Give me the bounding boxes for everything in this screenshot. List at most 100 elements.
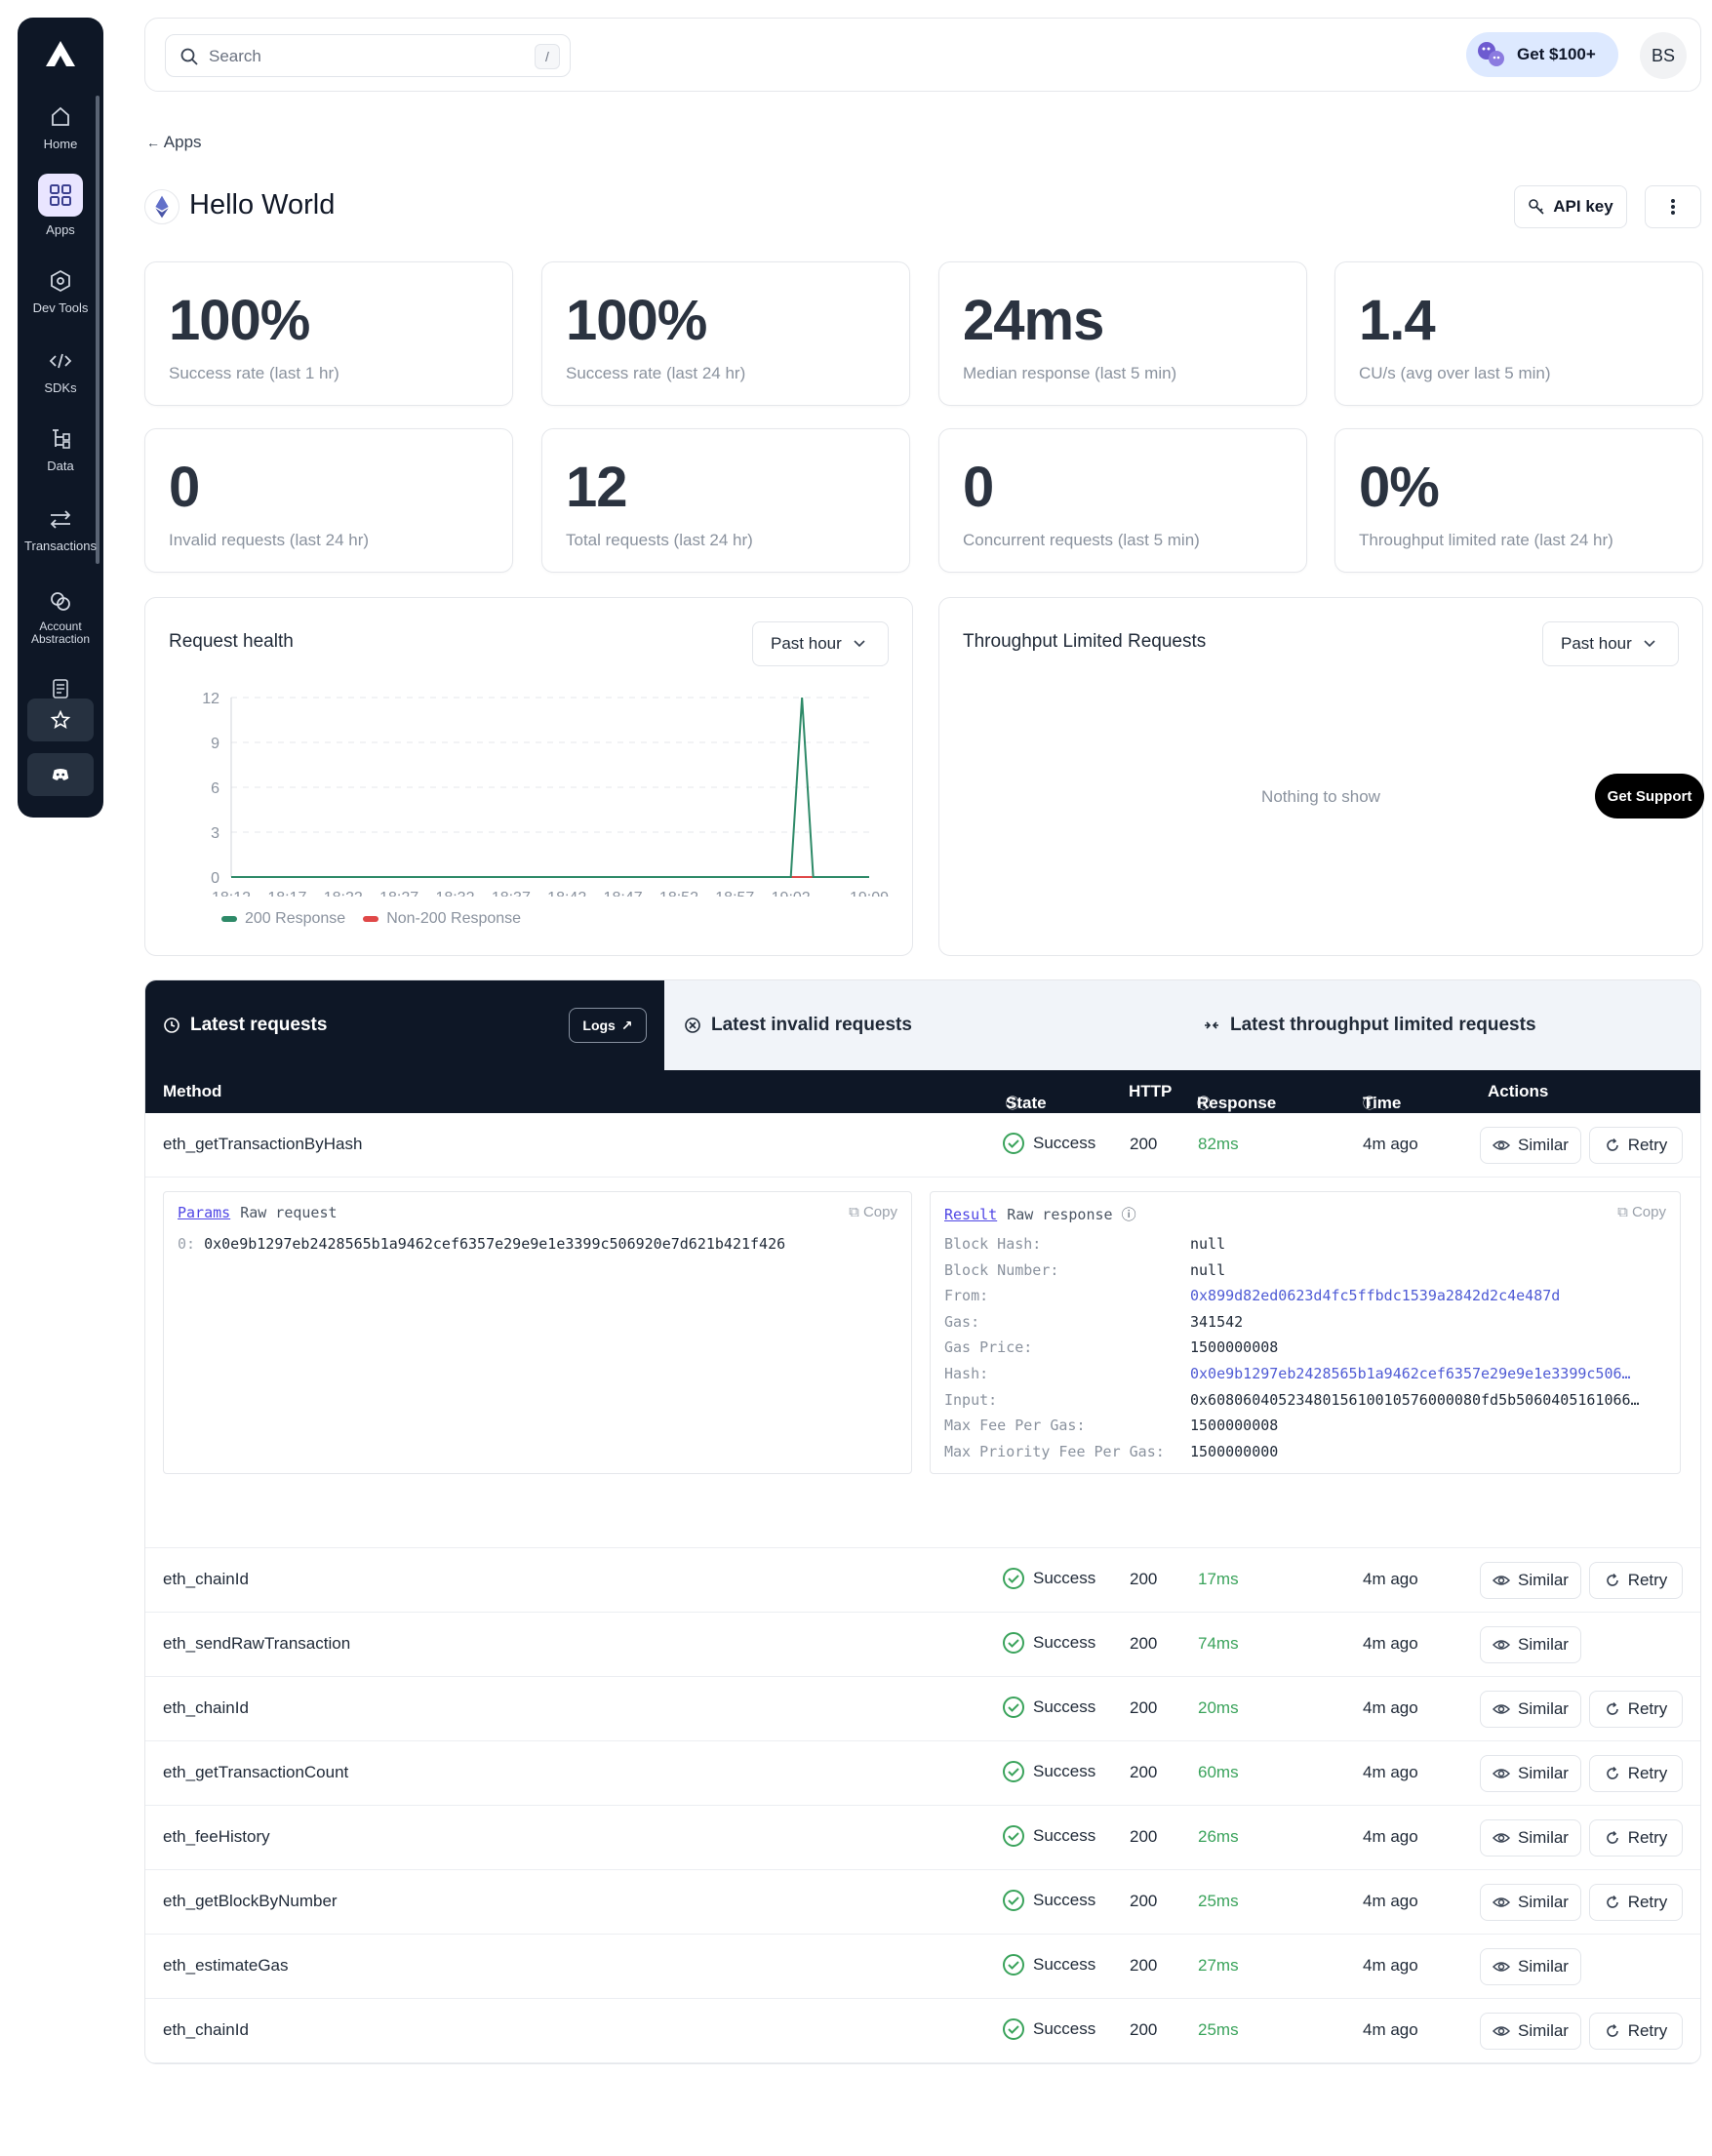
retry-button[interactable]: Retry	[1589, 2013, 1683, 2050]
help-icon[interactable]: ⓘ	[1197, 1096, 1211, 1111]
similar-button[interactable]: Similar	[1480, 1127, 1581, 1164]
retry-button[interactable]: Retry	[1589, 1819, 1683, 1857]
table-row[interactable]: eth_feeHistory Success 200 26ms 4m ago Simila…	[145, 1806, 1700, 1870]
copy-button[interactable]: ⧉ Copy	[849, 1204, 897, 1220]
method-cell: eth_getTransactionCount	[163, 1763, 349, 1781]
copy-label: Copy	[862, 1204, 897, 1220]
similar-label: Similar	[1518, 1136, 1569, 1154]
sidebar-item-account-abstraction[interactable]: Account Abstraction	[18, 587, 103, 646]
sidebar-item-sdks[interactable]: SDKs	[18, 347, 103, 395]
time-range-select[interactable]: Past hour	[1542, 621, 1679, 666]
state-cell: Success	[1002, 1760, 1095, 1783]
help-icon[interactable]: ⓘ	[1006, 1096, 1019, 1111]
stat-value: 0	[963, 456, 994, 519]
favorites-button[interactable]	[27, 699, 94, 741]
stat-label: Median response (last 5 min)	[963, 364, 1177, 382]
result-field: Hash: 0x0e9b1297eb2428565b1a9462cef6357e2…	[944, 1365, 1631, 1382]
similar-label: Similar	[1518, 2021, 1569, 2040]
y-tick-label: 0	[211, 870, 219, 887]
table-row[interactable]: eth_chainId Success 200 20ms 4m ago Similar Re…	[145, 1677, 1700, 1741]
param-value: 0x0e9b1297eb2428565b1a9462cef6357e29e9e1…	[204, 1235, 786, 1253]
similar-button[interactable]: Similar	[1480, 1691, 1581, 1728]
logs-button[interactable]: Logs ↗	[569, 1008, 647, 1043]
stat-card: 0% Throughput limited rate (last 24 hr)	[1334, 428, 1703, 573]
api-key-button[interactable]: API key	[1514, 185, 1627, 228]
discord-button[interactable]	[27, 753, 94, 796]
help-icon[interactable]: ⓘ	[1363, 1096, 1376, 1111]
similar-button[interactable]: Similar	[1480, 2013, 1581, 2050]
more-options-button[interactable]	[1645, 185, 1701, 228]
state-label: Success	[1033, 1762, 1096, 1780]
time-sent-cell: 4m ago	[1363, 2020, 1418, 2039]
sidebar-item-label: Apps	[46, 222, 75, 237]
retry-button[interactable]: Retry	[1589, 1127, 1683, 1164]
result-key: Block Number:	[944, 1260, 1059, 1279]
help-icon[interactable]: ⓘ	[1121, 1207, 1136, 1223]
http-cell: 200	[1130, 1763, 1158, 1781]
table-row[interactable]: eth_getBlockByNumber Success 200 25ms 4m ago…	[145, 1870, 1700, 1935]
logo-icon[interactable]	[43, 37, 78, 72]
result-value[interactable]: 0x0e9b1297eb2428565b1a9462cef6357e29e9e1…	[1190, 1365, 1631, 1382]
retry-button[interactable]: Retry	[1589, 1884, 1683, 1921]
similar-button[interactable]: Similar	[1480, 1755, 1581, 1792]
col-label: Time sent	[1363, 1094, 1402, 1132]
table-row[interactable]: eth_getTransactionByHash Success 200 82ms 4m…	[145, 1113, 1700, 1178]
similar-button[interactable]: Similar	[1480, 1884, 1581, 1921]
get-support-button[interactable]: Get Support	[1595, 774, 1704, 818]
copy-button[interactable]: ⧉ Copy	[1617, 1204, 1666, 1220]
table-row[interactable]: eth_sendRawTransaction Success 200 74ms 4m a…	[145, 1613, 1700, 1677]
table-row[interactable]: eth_getTransactionCount Success 200 60ms 4m …	[145, 1741, 1700, 1806]
back-link[interactable]: ← Apps	[146, 133, 202, 152]
get-credits-button[interactable]: Get $100+	[1466, 32, 1618, 77]
page-header: Hello World API key	[144, 185, 1701, 234]
tab-latest-requests[interactable]: Latest requests Logs ↗	[145, 980, 664, 1070]
tab-invalid-requests[interactable]: Latest invalid requests	[664, 980, 1183, 1070]
stat-label: Concurrent requests (last 5 min)	[963, 531, 1200, 549]
tab-raw-request[interactable]: Raw request	[240, 1204, 338, 1221]
result-field: Input: 0x6080604052348015610010576000080f…	[944, 1391, 1640, 1409]
document-icon[interactable]	[47, 675, 74, 702]
time-range-value: Past hour	[1561, 634, 1632, 653]
refresh-icon	[1606, 1701, 1618, 1715]
similar-button[interactable]: Similar	[1480, 1948, 1581, 1985]
sidebar-item-apps[interactable]: Apps	[18, 174, 103, 237]
tab-raw-response[interactable]: Raw response	[1007, 1206, 1113, 1223]
result-key: Hash:	[944, 1365, 989, 1382]
table-row[interactable]: eth_estimateGas Success 200 27ms 4m ago Simil…	[145, 1935, 1700, 1999]
retry-button[interactable]: Retry	[1589, 1562, 1683, 1599]
similar-button[interactable]: Similar	[1480, 1819, 1581, 1857]
sidebar-item-home[interactable]: Home	[18, 103, 103, 151]
retry-button[interactable]: Retry	[1589, 1691, 1683, 1728]
table-row[interactable]: eth_chainId Success 200 25ms 4m ago Similar Re…	[145, 1999, 1700, 2063]
result-key: Max Fee Per Gas:	[944, 1417, 1086, 1435]
x-tick-label: 18:12	[212, 890, 251, 897]
sidebar-scrollbar[interactable]	[96, 96, 100, 564]
response-time-cell: 25ms	[1198, 2020, 1239, 2039]
sidebar-item-dev-tools[interactable]: Dev Tools	[18, 267, 103, 315]
sidebar-item-data[interactable]: Data	[18, 425, 103, 473]
star-icon	[50, 709, 71, 730]
table-row[interactable]: eth_blockNumberSuccess20025ms4m agoSimil…	[145, 2063, 1701, 2064]
http-cell: 200	[1130, 1956, 1158, 1975]
check-circle-icon	[1003, 1890, 1024, 1911]
similar-button[interactable]: Similar	[1480, 1562, 1581, 1599]
tab-result[interactable]: Result	[944, 1206, 998, 1223]
time-range-select[interactable]: Past hour	[752, 621, 889, 666]
sidebar-item-transactions[interactable]: Transactions	[18, 505, 103, 553]
kebab-icon	[1671, 199, 1675, 215]
tab-throughput-limited[interactable]: Latest throughput limited requests	[1183, 980, 1700, 1070]
tab-params[interactable]: Params	[178, 1204, 231, 1221]
similar-button[interactable]: Similar	[1480, 1626, 1581, 1663]
search-input[interactable]: Search /	[165, 34, 571, 77]
retry-button[interactable]: Retry	[1589, 1755, 1683, 1792]
state-label: Success	[1033, 1826, 1096, 1845]
refresh-icon	[1606, 1895, 1618, 1908]
table-row[interactable]: eth_chainId Success 200 17ms 4m ago Similar Re…	[145, 1548, 1700, 1613]
search-icon	[180, 48, 198, 65]
result-value[interactable]: 0x899d82ed0623d4fc5ffbdc1539a2842d2c4e48…	[1190, 1287, 1561, 1305]
avatar[interactable]: BS	[1640, 32, 1687, 79]
stat-value: 0%	[1359, 456, 1440, 519]
arrow-left-icon: ←	[146, 135, 160, 150]
retry-label: Retry	[1627, 1571, 1668, 1589]
request-detail: Params Raw request ⧉ Copy 0: 0x0e9b1297eb…	[145, 1178, 1700, 1548]
